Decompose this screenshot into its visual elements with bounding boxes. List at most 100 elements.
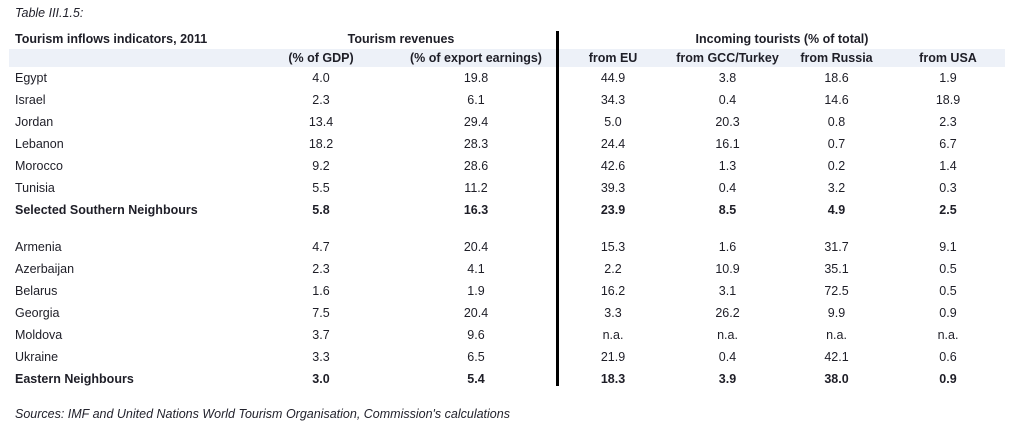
table-row: Lebanon 18.2 28.3 24.4 16.1 0.7 6.7: [0, 133, 1008, 155]
cell-value: 6.1: [467, 93, 485, 107]
cell-value: 18.6: [824, 71, 849, 85]
cell-value: 4.1: [467, 262, 485, 276]
table-row: Moldova 3.7 9.6 n.a. n.a. n.a. n.a.: [0, 324, 1008, 346]
table-section-eastern-neighbours: Armenia 4.7 20.4 15.3 1.6 31.7 9.1 Azerbaijan 2.…: [0, 236, 1008, 390]
table-source-note: Sources: IMF and United Nations World To…: [15, 407, 510, 421]
cell-value: 42.6: [600, 159, 626, 173]
cell-value: 42.1: [824, 350, 849, 364]
column-header-export-earnings: (% of export earnings): [410, 51, 542, 65]
row-label: Egypt: [15, 71, 47, 85]
cell-value: 3.0: [312, 372, 330, 386]
cell-value: 28.3: [463, 137, 489, 151]
cell-value: 0.9: [939, 306, 957, 320]
cell-value: 0.6: [939, 350, 957, 364]
cell-value: 1.4: [939, 159, 957, 173]
cell-value: 0.4: [718, 181, 737, 195]
cell-value: 0.4: [718, 350, 737, 364]
table-section-southern-neighbours: Egypt 4.0 19.8 44.9 3.8 18.6 1.9 Israel 2.3 6.1 34…: [0, 67, 1008, 221]
cell-value: 2.3: [939, 115, 957, 129]
cell-value: 6.5: [467, 350, 485, 364]
row-label: Belarus: [15, 284, 58, 298]
cell-value: 9.1: [939, 240, 957, 254]
cell-value: n.a.: [602, 328, 624, 342]
cell-value: 2.5: [939, 203, 957, 217]
cell-value: 5.5: [312, 181, 330, 195]
row-label: Moldova: [15, 328, 63, 342]
cell-value: 3.9: [718, 372, 737, 386]
cell-value: 3.3: [604, 306, 622, 320]
cell-value: 20.4: [463, 240, 489, 254]
cell-value: 72.5: [824, 284, 849, 298]
group-header-tourism-revenues: Tourism revenues: [347, 32, 455, 46]
cell-value: 19.8: [463, 71, 489, 85]
cell-value: 1.9: [939, 71, 957, 85]
column-header-gdp: (% of GDP): [288, 51, 354, 65]
table-row: Georgia 7.5 20.4 3.3 26.2 9.9 0.9: [0, 302, 1008, 324]
cell-value: 5.4: [467, 372, 485, 386]
cell-value: 1.3: [718, 159, 737, 173]
cell-value: 18.9: [935, 93, 961, 107]
cell-value: 0.5: [939, 262, 957, 276]
row-label: Tunisia: [15, 181, 55, 195]
cell-value: 21.9: [600, 350, 626, 364]
row-label: Azerbaijan: [15, 262, 75, 276]
table-row: Morocco 9.2 28.6 42.6 1.3 0.2 1.4: [0, 155, 1008, 177]
cell-value: 0.4: [718, 93, 737, 107]
table-row: Selected Southern Neighbours 5.8 16.3 23.9 8…: [0, 199, 1008, 221]
cell-value: 10.9: [715, 262, 740, 276]
cell-value: n.a.: [717, 328, 738, 342]
cell-value: 18.2: [308, 137, 334, 151]
table-row: Ukraine 3.3 6.5 21.9 0.4 42.1 0.6: [0, 346, 1008, 368]
cell-value: 20.3: [715, 115, 740, 129]
cell-value: 0.2: [827, 159, 846, 173]
row-label: Armenia: [15, 240, 62, 254]
cell-value: 11.2: [464, 181, 488, 195]
cell-value: 2.3: [312, 93, 330, 107]
cell-value: 28.6: [463, 159, 489, 173]
table-row: Eastern Neighbours 3.0 5.4 18.3 3.9 38.0 0.9: [0, 368, 1008, 390]
row-label: Morocco: [15, 159, 63, 173]
cell-value: 3.3: [312, 350, 330, 364]
cell-value: n.a.: [826, 328, 847, 342]
row-label: Ukraine: [15, 350, 59, 364]
cell-value: 13.4: [308, 115, 334, 129]
table-row: Egypt 4.0 19.8 44.9 3.8 18.6 1.9: [0, 67, 1008, 89]
cell-value: 1.9: [467, 284, 485, 298]
row-label: Eastern Neighbours: [15, 372, 134, 386]
cell-value: 39.3: [600, 181, 626, 195]
cell-value: 38.0: [824, 372, 849, 386]
cell-value: 14.6: [824, 93, 849, 107]
cell-value: 1.6: [718, 240, 737, 254]
cell-value: 18.3: [600, 372, 626, 386]
cell-value: 0.7: [827, 137, 846, 151]
table-row: Armenia 4.7 20.4 15.3 1.6 31.7 9.1: [0, 236, 1008, 258]
cell-value: 24.4: [600, 137, 626, 151]
cell-value: 9.6: [467, 328, 485, 342]
table-row: Jordan 13.4 29.4 5.0 20.3 0.8 2.3: [0, 111, 1008, 133]
cell-value: 20.4: [463, 306, 489, 320]
column-header-from-usa: from USA: [919, 51, 977, 65]
cell-value: 3.8: [718, 71, 737, 85]
cell-value: 3.1: [718, 284, 737, 298]
cell-value: 15.3: [600, 240, 626, 254]
column-header-from-eu: from EU: [588, 51, 638, 65]
cell-value: 16.1: [715, 137, 740, 151]
cell-value: n.a.: [937, 328, 959, 342]
row-label: Selected Southern Neighbours: [15, 203, 198, 217]
cell-value: 16.3: [463, 203, 489, 217]
cell-value: 5.8: [312, 203, 330, 217]
cell-value: 0.5: [939, 284, 957, 298]
vertical-divider-line: [556, 31, 559, 386]
cell-value: 23.9: [600, 203, 626, 217]
table-caption: Table III.1.5:: [15, 6, 84, 20]
table-row: Azerbaijan 2.3 4.1 2.2 10.9 35.1 0.5: [0, 258, 1008, 280]
cell-value: 9.2: [312, 159, 330, 173]
cell-value: 6.7: [939, 137, 957, 151]
cell-value: 4.7: [312, 240, 330, 254]
table-row: Belarus 1.6 1.9 16.2 3.1 72.5 0.5: [0, 280, 1008, 302]
column-header-from-russia: from Russia: [800, 51, 873, 65]
cell-value: 5.0: [604, 115, 622, 129]
cell-value: 16.2: [600, 284, 626, 298]
header-band: [9, 49, 1005, 67]
